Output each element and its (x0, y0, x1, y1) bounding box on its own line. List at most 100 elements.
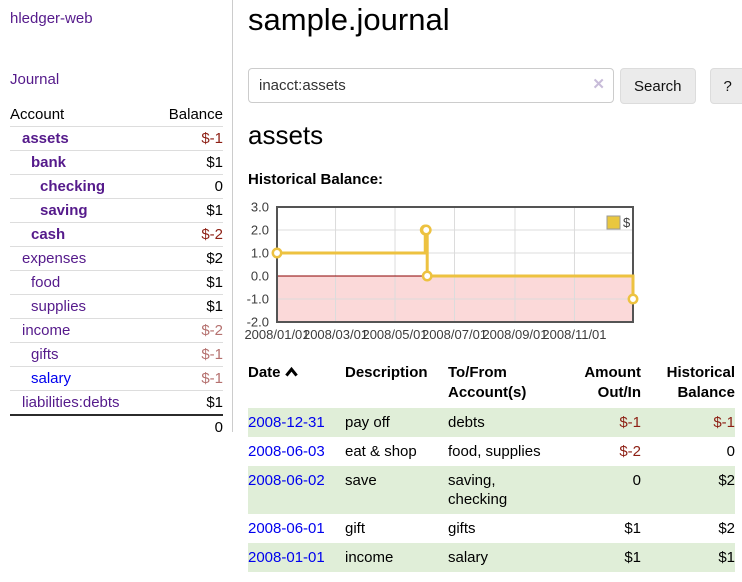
transaction-balance: $-1 (713, 414, 735, 431)
y-tick-label: -2.0 (247, 315, 269, 330)
sidebar-item-journal[interactable]: Journal (10, 71, 60, 88)
transaction-date-link[interactable]: 2008-06-03 (248, 443, 325, 460)
register-header-amount: Amount Out/In (584, 364, 641, 401)
transaction-date-link[interactable]: 2008-06-01 (248, 520, 325, 537)
transaction-accounts: saving, checking (448, 472, 508, 508)
account-balance: $1 (152, 150, 223, 175)
account-link[interactable]: assets (22, 130, 69, 147)
data-point-marker (420, 224, 432, 236)
help-button[interactable]: ? (709, 68, 742, 104)
register-row: 2008-06-02 save saving, checking 0 $2 (248, 466, 735, 514)
accounts-header-row: Account Balance (10, 103, 223, 127)
y-tick-label: -1.0 (247, 292, 269, 307)
transaction-balance: $1 (718, 549, 735, 566)
sort-ascending-icon (284, 366, 298, 377)
y-tick-label: 1.0 (251, 246, 269, 261)
y-tick-label: 3.0 (251, 200, 269, 215)
account-row: saving $1 (10, 198, 223, 223)
x-tick-label: 2008/01/01 (244, 327, 309, 342)
search-box: ✕ (248, 68, 614, 103)
transaction-description: eat & shop (345, 443, 417, 460)
data-point-marker (421, 270, 433, 282)
register-header-row: Date Description To/From Account(s) Amou… (248, 361, 735, 408)
account-balance: $1 (152, 390, 223, 415)
accounts-table: Account Balance assets $-1 bank $1 check… (10, 103, 223, 439)
account-row: gifts $-1 (10, 342, 223, 367)
accounts-header-account: Account (10, 106, 65, 123)
x-tick-label: 2008/03/01 (303, 327, 368, 342)
account-page-title: assets (248, 120, 324, 150)
y-tick-label: 2.0 (251, 223, 269, 238)
transaction-accounts: debts (448, 414, 485, 431)
register-row: 2008-12-31 pay off debts $-1 $-1 (248, 408, 735, 437)
transaction-date-link[interactable]: 2008-01-01 (248, 549, 325, 566)
transaction-date-link[interactable]: 2008-12-31 (248, 414, 325, 431)
account-link[interactable]: saving (40, 202, 88, 219)
account-link[interactable]: liabilities:debts (22, 394, 120, 411)
search-button[interactable]: Search (620, 68, 696, 104)
account-link[interactable]: checking (40, 178, 106, 195)
x-tick-label: 2008/05/01 (362, 327, 427, 342)
accounts-total-row: 0 (10, 414, 223, 439)
transaction-balance: 0 (726, 443, 735, 460)
register-table: Date Description To/From Account(s) Amou… (248, 361, 735, 572)
account-link[interactable]: income (22, 322, 71, 339)
chart-title: Historical Balance: (248, 171, 384, 188)
transaction-amount: $1 (624, 549, 641, 566)
register-row: 2008-01-01 income salary $1 $1 (248, 543, 735, 572)
transaction-description: save (345, 472, 377, 489)
account-link[interactable]: cash (31, 226, 66, 243)
account-balance: 0 (152, 174, 223, 199)
account-balance: $-1 (152, 366, 223, 391)
transaction-date-link[interactable]: 2008-06-02 (248, 472, 325, 489)
account-row: supplies $1 (10, 294, 223, 319)
account-link[interactable]: gifts (31, 346, 59, 363)
search-form: ✕ Search ? (248, 68, 742, 104)
date-header-label: Date (248, 364, 281, 381)
account-row: expenses $2 (10, 246, 223, 271)
account-row: assets $-1 (10, 126, 223, 151)
data-point-marker (271, 247, 283, 259)
account-link[interactable]: expenses (22, 250, 87, 267)
historical-balance-chart: 3.0 2.0 1.0 0.0 -1.0 -2.02008/01/012008/03/01… (244, 200, 639, 342)
account-row: cash $-2 (10, 222, 223, 247)
account-balance: $-2 (152, 318, 223, 343)
account-balance: $-1 (152, 342, 223, 367)
account-link[interactable]: supplies (31, 298, 87, 315)
data-point-marker (627, 293, 639, 305)
transaction-balance: $2 (718, 520, 735, 537)
accounts-header-balance: Balance (168, 106, 223, 123)
account-row: food $1 (10, 270, 223, 295)
account-link[interactable]: bank (31, 154, 67, 171)
transaction-amount: $-2 (619, 443, 641, 460)
register-header-description: Description (345, 364, 428, 381)
transaction-amount: $-1 (619, 414, 641, 431)
account-balance: $1 (152, 198, 223, 223)
account-balance: $-1 (152, 126, 223, 151)
transaction-balance: $2 (718, 472, 735, 489)
legend-label: $ (623, 215, 631, 230)
search-input[interactable] (248, 68, 614, 103)
account-row: bank $1 (10, 150, 223, 175)
transaction-description: pay off (345, 414, 390, 431)
account-balance: $1 (152, 294, 223, 319)
main-content: sample.journal ✕ Search ? assets Histori… (244, 0, 742, 582)
x-tick-label: 2008/11/01 (542, 327, 606, 342)
transaction-description: income (345, 549, 394, 566)
sidebar: hledger-web Journal Account Balance asse… (0, 0, 233, 439)
register-header-date[interactable]: Date (248, 361, 345, 408)
account-balance: $-2 (152, 222, 223, 247)
account-link[interactable]: food (31, 274, 61, 291)
accounts-total-balance: 0 (152, 414, 223, 439)
account-row: checking 0 (10, 174, 223, 199)
transaction-accounts: food, supplies (448, 443, 541, 460)
app-title-link[interactable]: hledger-web (10, 10, 93, 27)
register-header-accounts: To/From Account(s) (448, 364, 527, 401)
account-link[interactable]: salary (31, 370, 72, 387)
register-row: 2008-06-03 eat & shop food, supplies $-2… (248, 437, 735, 466)
clear-search-icon[interactable]: ✕ (592, 76, 605, 93)
account-balance: $1 (152, 270, 223, 295)
register-row: 2008-06-01 gift gifts $1 $2 (248, 514, 735, 543)
transaction-amount: $1 (624, 520, 641, 537)
page-title: sample.journal (248, 2, 450, 37)
